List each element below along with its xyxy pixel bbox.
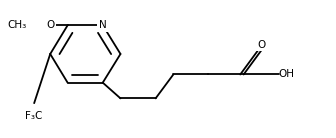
Text: O: O [46,20,54,30]
Text: N: N [99,20,107,30]
Text: F₃C: F₃C [25,111,42,121]
Text: OH: OH [279,69,295,79]
Text: CH₃: CH₃ [7,20,27,30]
Text: O: O [258,40,266,50]
